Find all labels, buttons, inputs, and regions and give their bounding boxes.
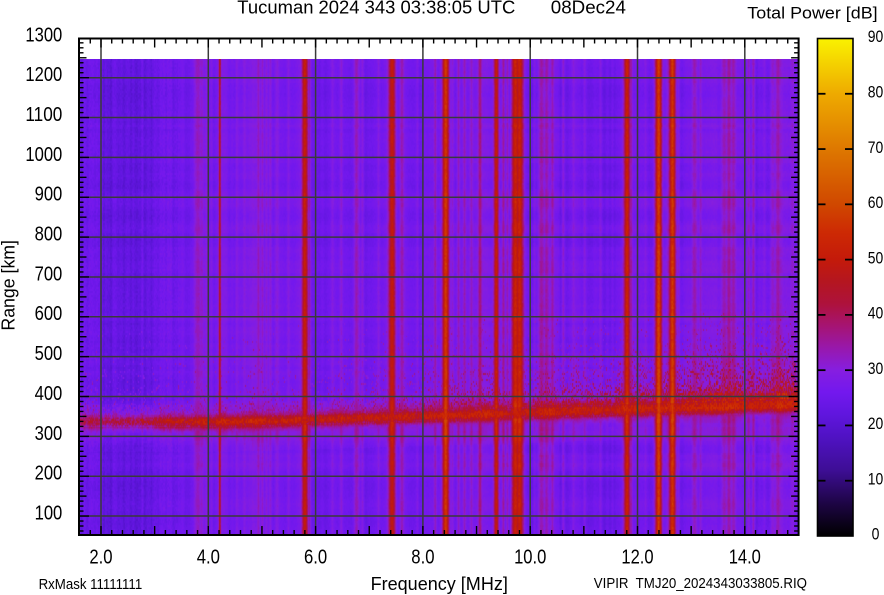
svg-text:20: 20 xyxy=(868,415,884,433)
svg-text:60: 60 xyxy=(868,194,884,212)
svg-text:1000: 1000 xyxy=(25,144,62,166)
svg-text:70: 70 xyxy=(868,139,884,157)
svg-text:RxMask 11111111: RxMask 11111111 xyxy=(39,576,143,593)
svg-text:700: 700 xyxy=(35,263,63,285)
svg-text:1300: 1300 xyxy=(25,24,62,46)
svg-text:12.0: 12.0 xyxy=(621,546,653,568)
svg-text:50: 50 xyxy=(868,249,884,267)
svg-text:90: 90 xyxy=(868,28,884,46)
svg-text:10: 10 xyxy=(868,470,884,488)
svg-text:8.0: 8.0 xyxy=(411,546,434,568)
svg-text:30: 30 xyxy=(868,360,884,378)
svg-text:800: 800 xyxy=(35,224,63,246)
svg-text:600: 600 xyxy=(35,303,63,325)
svg-text:4.0: 4.0 xyxy=(197,546,220,568)
svg-text:VIPIR TMJ20_2024343033805.RIQ: VIPIR TMJ20_2024343033805.RIQ xyxy=(594,575,807,592)
svg-text:6.0: 6.0 xyxy=(304,546,327,568)
svg-text:200: 200 xyxy=(35,463,63,485)
svg-text:0: 0 xyxy=(872,526,880,544)
svg-text:40: 40 xyxy=(868,305,884,323)
svg-text:Range [km]: Range [km] xyxy=(0,240,19,331)
svg-text:100: 100 xyxy=(35,502,63,524)
svg-text:900: 900 xyxy=(35,184,63,206)
svg-text:Total Power [dB]: Total Power [dB] xyxy=(747,3,877,22)
svg-text:1100: 1100 xyxy=(25,104,62,126)
svg-text:1200: 1200 xyxy=(25,64,62,86)
svg-text:2.0: 2.0 xyxy=(89,546,112,568)
svg-text:Frequency [MHz]: Frequency [MHz] xyxy=(371,573,508,594)
svg-text:10.0: 10.0 xyxy=(514,546,546,568)
svg-text:400: 400 xyxy=(35,383,63,405)
svg-text:08Dec24: 08Dec24 xyxy=(551,0,626,18)
svg-text:Tucuman 2024 343 03:38:05 UTC: Tucuman 2024 343 03:38:05 UTC xyxy=(237,0,515,18)
svg-text:14.0: 14.0 xyxy=(729,546,761,568)
svg-text:500: 500 xyxy=(35,343,63,365)
svg-text:80: 80 xyxy=(868,83,884,101)
svg-text:300: 300 xyxy=(35,423,63,445)
